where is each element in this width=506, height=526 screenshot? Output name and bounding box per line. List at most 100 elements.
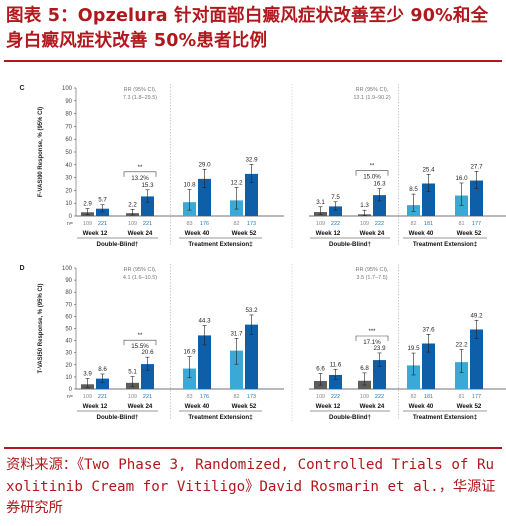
value-label: 32.9 — [245, 156, 258, 163]
y-tick-label: 10 — [65, 201, 72, 207]
title-rule — [4, 60, 502, 62]
y-tick-label: 10 — [65, 375, 72, 381]
bar — [373, 195, 386, 216]
y-tick-label: 80 — [65, 112, 72, 118]
week-label: Week 52 — [232, 230, 257, 237]
value-label: 5.7 — [98, 197, 107, 204]
value-label: 44.3 — [198, 318, 211, 325]
week-label: Week 12 — [83, 403, 108, 410]
value-label: 53.2 — [245, 307, 258, 314]
n-label: n= — [67, 221, 73, 227]
week-label: Week 52 — [232, 403, 257, 410]
chart-figure: C F-VASI90 Response, % (95% CI) 0 10 20 30 40 5… — [19, 84, 506, 421]
diff-significance: ** — [370, 164, 375, 170]
bar — [422, 183, 435, 216]
diff-significance: ** — [138, 165, 143, 171]
y-tick-label: 20 — [65, 363, 72, 369]
y-tick-label: 30 — [65, 351, 72, 357]
panel-C: C F-VASI90 Response, % (95% CI) 0 10 20 30 40 5… — [19, 84, 506, 248]
week-label: Week 12 — [316, 230, 341, 237]
n-value: 82 — [233, 221, 239, 227]
bar — [407, 365, 420, 389]
diff-label: 15.0% — [363, 174, 381, 181]
panel-letter: C — [19, 85, 24, 92]
value-label: 15.3 — [141, 182, 154, 189]
n-value: 176 — [200, 394, 209, 400]
value-label: 6.8 — [360, 365, 369, 372]
bar — [422, 343, 435, 389]
y-tick-label: 60 — [65, 137, 72, 143]
phase-label: Treatment Extension‡ — [188, 414, 253, 421]
n-label: n= — [67, 394, 73, 400]
week-label: Week 24 — [360, 403, 385, 410]
phase-label: Treatment Extension‡ — [188, 241, 253, 248]
bar — [470, 180, 483, 216]
week-label: Week 40 — [185, 403, 210, 410]
n-value: 81 — [458, 221, 464, 227]
diff-label: 17.1% — [363, 339, 381, 346]
n-value: 222 — [331, 394, 340, 400]
n-value: 83 — [186, 221, 192, 227]
y-tick-label: 40 — [65, 163, 72, 169]
week-label: Week 40 — [409, 403, 434, 410]
phase-label: Double-Blind† — [329, 414, 371, 421]
panel-D: D T-VASI50 Response, % (95% CI) 0 10 20 30 40 5… — [19, 264, 506, 421]
week-label: Week 12 — [316, 403, 341, 410]
value-label: 16.0 — [455, 175, 468, 182]
value-label: 11.6 — [330, 361, 342, 368]
n-value: 173 — [247, 394, 256, 400]
value-label: 1.3 — [360, 202, 369, 209]
n-value: 221 — [143, 221, 152, 227]
bar — [183, 368, 196, 389]
value-label: 20.6 — [141, 349, 154, 356]
week-label: Week 40 — [185, 230, 210, 237]
y-tick-label: 90 — [65, 99, 72, 105]
bar — [198, 178, 211, 216]
value-label: 2.2 — [128, 201, 137, 208]
y-tick-label: 80 — [65, 290, 72, 296]
value-label: 23.9 — [373, 345, 386, 352]
y-tick-label: 40 — [65, 339, 72, 345]
rr-label: RR (95% CI), — [356, 267, 389, 273]
phase-label: Treatment Extension‡ — [413, 414, 478, 421]
rr-value: 3.5 (1.7–7.5) — [356, 275, 387, 281]
diff-label: 13.2% — [131, 175, 149, 182]
bar — [245, 324, 258, 389]
n-value: 109 — [128, 221, 137, 227]
y-axis-label: T-VASI50 Response, % (95% CI) — [38, 284, 44, 374]
diff-significance: *** — [368, 329, 376, 335]
y-tick-label: 70 — [65, 302, 72, 308]
n-value: 222 — [375, 394, 384, 400]
value-label: 16.3 — [373, 181, 386, 188]
n-value: 82 — [410, 221, 416, 227]
n-value: 109 — [360, 394, 369, 400]
y-tick-label: 50 — [65, 327, 72, 333]
value-label: 5.1 — [128, 369, 137, 376]
y-tick-label: 100 — [62, 86, 73, 92]
value-label: 3.1 — [316, 199, 325, 206]
y-tick-label: 90 — [65, 278, 72, 284]
n-value: 222 — [375, 221, 384, 227]
diff-label: 15.5% — [131, 343, 149, 350]
n-value: 176 — [200, 221, 209, 227]
value-label: 31.7 — [230, 330, 243, 337]
week-label: Week 24 — [128, 403, 153, 410]
source-rule — [4, 447, 502, 449]
source-note: 资料来源：《Two Phase 3, Randomized, Controlle… — [6, 457, 496, 516]
value-label: 3.9 — [83, 370, 92, 377]
bar — [455, 195, 468, 216]
n-value: 83 — [186, 394, 192, 400]
rr-label: RR (95% CI), — [124, 87, 157, 93]
bar — [245, 173, 258, 216]
n-value: 221 — [143, 394, 152, 400]
value-label: 27.7 — [470, 163, 483, 170]
y-tick-label: 0 — [69, 387, 73, 393]
n-value: 82 — [410, 394, 416, 400]
y-tick-label: 60 — [65, 314, 72, 320]
bar — [141, 364, 154, 389]
bar — [373, 360, 386, 389]
y-tick-label: 100 — [62, 266, 73, 272]
y-tick-label: 70 — [65, 124, 72, 130]
n-value: 177 — [472, 221, 481, 227]
n-value: 109 — [83, 221, 92, 227]
